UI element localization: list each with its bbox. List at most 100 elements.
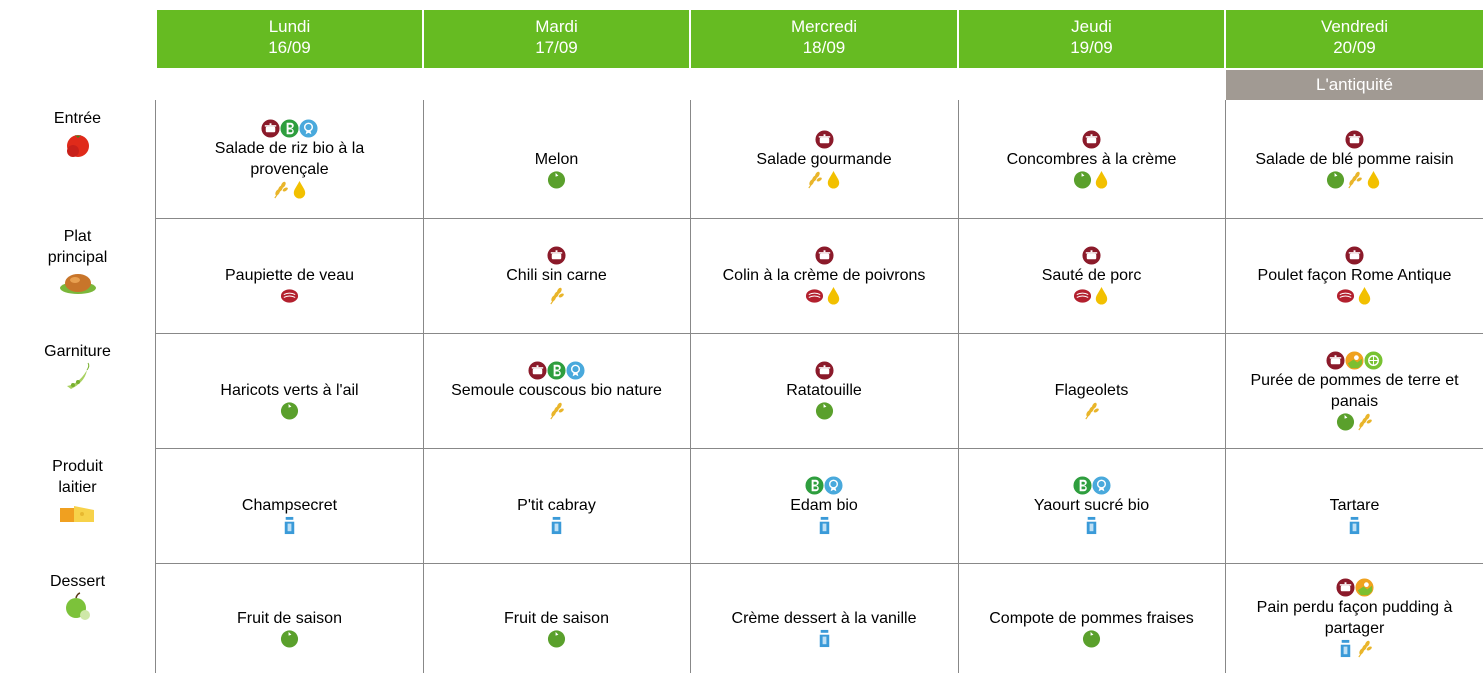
- day-header: Lundi 16/09: [157, 10, 422, 68]
- icon-milk: [1082, 516, 1101, 535]
- menu-cell: Salade de riz bio à la provençale: [157, 102, 422, 216]
- icon-wheat: [547, 401, 566, 420]
- top-icons: [815, 246, 834, 265]
- top-icons: [528, 361, 585, 380]
- menu-cell: Tartare: [1226, 450, 1483, 561]
- row-label: Dessert: [0, 563, 155, 673]
- icon-veg: [280, 401, 299, 420]
- day-name: Vendredi: [1320, 17, 1389, 36]
- icon-cheese: [58, 498, 98, 528]
- icon-pot: [815, 130, 834, 149]
- icon-tomato: [58, 129, 98, 159]
- dish-name: Chili sin carne: [506, 267, 607, 284]
- row-divider: [155, 563, 1483, 564]
- row-divider: [155, 218, 1483, 219]
- icon-pot: [1326, 351, 1345, 370]
- row-label: Entrée: [0, 100, 155, 218]
- day-name: Mercredi: [790, 17, 858, 36]
- bottom-icons: [1073, 286, 1111, 305]
- row-label-text: Entrée: [53, 110, 102, 127]
- icon-drop: [824, 170, 843, 189]
- icon-pot: [528, 361, 547, 380]
- bottom-icons: [805, 286, 843, 305]
- icon-milk: [1345, 516, 1364, 535]
- icon-veg: [547, 629, 566, 648]
- bottom-icons: [1336, 412, 1374, 431]
- menu-cell: Colin à la crème de poivrons: [691, 220, 957, 331]
- icon-veg: [280, 629, 299, 648]
- icon-wheat: [1355, 639, 1374, 658]
- row-label-text: Plat principal: [47, 228, 108, 266]
- icon-wheat: [547, 286, 566, 305]
- day-name: Jeudi: [1071, 17, 1112, 36]
- menu-cell: Concombres à la crème: [959, 102, 1224, 216]
- bottom-icons: [271, 180, 309, 199]
- icon-meat: [280, 286, 299, 305]
- icon-veg: [547, 170, 566, 189]
- row-icon: [58, 129, 98, 159]
- menu-cell: Paupiette de veau: [157, 220, 422, 331]
- column-divider: [958, 100, 959, 673]
- row-label: Produit laitier: [0, 448, 155, 563]
- row-icon: [58, 592, 98, 622]
- menu-cell: Pain perdu façon pudding à partager: [1226, 565, 1483, 671]
- bottom-icons: [1345, 516, 1364, 535]
- day-date: 20/09: [1333, 38, 1376, 57]
- top-icons: [1073, 476, 1111, 495]
- column-divider: [690, 100, 691, 673]
- menu-cell: Edam bio: [691, 450, 957, 561]
- icon-drop: [290, 180, 309, 199]
- dish-name: Yaourt sucré bio: [1033, 497, 1150, 514]
- menu-cell: Compote de pommes fraises: [959, 565, 1224, 671]
- dish-name: Pain perdu façon pudding à partager: [1256, 599, 1453, 637]
- icon-pot: [1082, 246, 1101, 265]
- icon-bio: [805, 476, 824, 495]
- dish-name: Tartare: [1329, 497, 1380, 514]
- menu-cell: Ratatouille: [691, 335, 957, 446]
- icon-peas: [58, 362, 98, 392]
- day-date: 18/09: [802, 38, 846, 57]
- dish-name: Fruit de saison: [237, 609, 342, 627]
- bottom-icons: [547, 629, 566, 648]
- icon-veg: [1326, 170, 1345, 189]
- icon-milk: [547, 516, 566, 535]
- icon-bio: [280, 119, 299, 138]
- icon-veg: [815, 401, 834, 420]
- row-label-text: Dessert: [49, 573, 106, 590]
- menu-cell: Poulet façon Rome Antique: [1226, 220, 1483, 331]
- top-icons: [1345, 130, 1364, 149]
- day-header: Jeudi 19/09: [959, 10, 1224, 68]
- icon-pot: [1082, 130, 1101, 149]
- dish-name: Melon: [534, 150, 579, 168]
- bottom-icons: [1336, 639, 1374, 658]
- top-icons: [1345, 246, 1364, 265]
- icon-season: [1364, 351, 1383, 370]
- bottom-icons: [547, 401, 566, 420]
- menu-cell: Crème dessert à la vanille: [691, 565, 957, 671]
- icon-milk: [280, 516, 299, 535]
- icon-bio: [1073, 476, 1092, 495]
- day-date: 19/09: [1070, 38, 1113, 57]
- menu-cell: Salade de blé pomme raisin: [1226, 102, 1483, 216]
- row-icon: [58, 362, 98, 392]
- top-icons: [547, 246, 566, 265]
- menu-cell: Champsecret: [157, 450, 422, 561]
- icon-milk: [1336, 639, 1355, 658]
- column-divider: [423, 100, 424, 673]
- menu-cell: P'tit cabray: [424, 450, 689, 561]
- icon-drop: [1364, 170, 1383, 189]
- dish-name: Sauté de porc: [1041, 267, 1142, 284]
- dish-name: Fruit de saison: [504, 609, 609, 627]
- bottom-icons: [547, 516, 566, 535]
- bottom-icons: [1073, 170, 1111, 189]
- dish-name: Salade de blé pomme raisin: [1255, 150, 1454, 168]
- icon-label: [299, 119, 318, 138]
- bottom-icons: [1082, 629, 1101, 648]
- row-label: Garniture: [0, 333, 155, 448]
- icon-pot: [815, 246, 834, 265]
- menu-cell: Haricots verts à l'ail: [157, 335, 422, 446]
- icon-local: [1355, 578, 1374, 597]
- menu-cell: Flageolets: [959, 335, 1224, 446]
- menu-cell: Fruit de saison: [424, 565, 689, 671]
